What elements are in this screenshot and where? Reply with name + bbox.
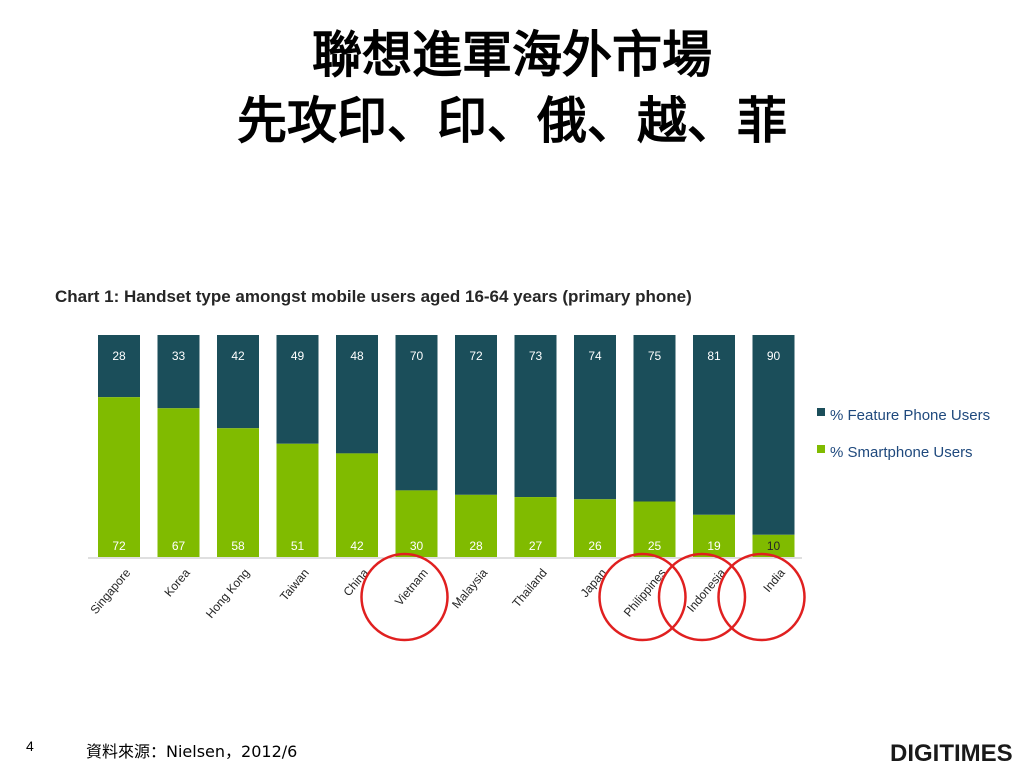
legend: % Feature Phone Users % Smartphone Users — [817, 407, 990, 461]
value-label-feature-korea: 33 — [172, 349, 186, 363]
category-label-korea: Korea — [161, 566, 193, 600]
bars-group: 28 72 33 67 42 58 49 51 48 42 70 30 72 28 73 27 74 26 75 25… — [98, 335, 795, 557]
value-label-smartphone-indonesia: 19 — [707, 539, 721, 553]
slide-title: 聯想進軍海外市場 先攻印、印、俄、越、菲 — [0, 22, 1024, 154]
bar-feature-china — [336, 335, 378, 454]
value-label-feature-indonesia: 81 — [707, 349, 721, 363]
bar-feature-indonesia — [693, 335, 735, 515]
value-label-feature-india: 90 — [767, 349, 781, 363]
bar-smartphone-japan — [574, 499, 616, 557]
bar-feature-malaysia — [455, 335, 497, 495]
bar-feature-japan — [574, 335, 616, 500]
bar-feature-philippines — [633, 335, 676, 502]
legend-label-feature: % Feature Phone Users — [830, 407, 990, 424]
bar-smartphone-indonesia — [693, 514, 735, 557]
value-label-feature-singapore: 28 — [112, 349, 126, 363]
value-label-smartphone-taiwan: 51 — [291, 539, 305, 553]
category-label-malaysia: Malaysia — [449, 566, 490, 612]
slide-title-line2: 先攻印、印、俄、越、菲 — [237, 91, 787, 150]
value-label-smartphone-malaysia: 28 — [469, 539, 483, 553]
category-label-taiwan: Taiwan — [277, 566, 312, 604]
bar-smartphone-thailand — [514, 497, 557, 557]
value-label-smartphone-philippines: 25 — [648, 539, 662, 553]
chart-title: Chart 1: Handset type amongst mobile use… — [55, 287, 692, 306]
value-label-smartphone-vietnam: 30 — [410, 539, 424, 553]
digitimes-logo: DIGITIMES — [890, 740, 1013, 767]
category-label-vietnam: Vietnam — [392, 566, 431, 609]
value-label-feature-china: 48 — [350, 349, 364, 363]
highlight-circle-philippines — [598, 552, 687, 642]
value-label-feature-japan: 74 — [588, 349, 602, 363]
category-label-india: India — [760, 566, 788, 595]
bar-feature-vietnam — [395, 335, 438, 491]
bar-feature-india — [752, 335, 795, 535]
value-label-feature-vietnam: 70 — [410, 349, 424, 363]
bar-feature-taiwan — [276, 335, 319, 444]
bar-smartphone-taiwan — [276, 443, 319, 557]
category-label-singapore: Singapore — [87, 566, 133, 617]
legend-swatch-feature — [817, 408, 825, 416]
bar-smartphone-hong-kong — [217, 428, 259, 557]
page-number: 4 — [26, 738, 34, 754]
legend-label-smartphone: % Smartphone Users — [830, 444, 973, 461]
bar-smartphone-korea — [157, 408, 200, 557]
bar-smartphone-singapore — [98, 397, 140, 557]
bar-smartphone-malaysia — [455, 494, 497, 557]
bar-feature-thailand — [514, 335, 557, 498]
value-label-feature-hong-kong: 42 — [231, 349, 245, 363]
value-label-smartphone-singapore: 72 — [112, 539, 126, 553]
source-note: 資料來源：Nielsen，2012/6 — [86, 742, 298, 761]
bar-feature-singapore — [98, 335, 140, 398]
highlight-circle-indonesia — [657, 552, 747, 642]
bar-smartphone-philippines — [633, 501, 676, 557]
highlight-circle-india — [717, 552, 806, 642]
value-label-smartphone-thailand: 27 — [529, 539, 543, 553]
value-label-feature-philippines: 75 — [648, 349, 662, 363]
highlight-circles — [360, 552, 806, 642]
bar-smartphone-vietnam — [395, 490, 438, 557]
bar-feature-hong-kong — [217, 335, 259, 429]
value-label-smartphone-korea: 67 — [172, 539, 186, 553]
highlight-circle-vietnam — [360, 552, 449, 642]
slide-title-line1: 聯想進軍海外市場 — [312, 25, 712, 84]
category-label-japan: Japan — [578, 566, 610, 600]
bar-smartphone-china — [336, 453, 378, 557]
value-label-smartphone-china: 42 — [350, 539, 364, 553]
legend-swatch-smartphone — [817, 445, 825, 453]
bar-feature-korea — [157, 335, 200, 409]
value-label-smartphone-japan: 26 — [588, 539, 602, 553]
category-label-china: China — [340, 566, 371, 599]
bar-smartphone-india — [752, 534, 795, 557]
category-label-thailand: Thailand — [509, 566, 549, 610]
category-label-hong-kong: Hong Kong — [203, 566, 252, 621]
category-label-indonesia: Indonesia — [684, 566, 728, 615]
value-label-feature-malaysia: 72 — [469, 349, 483, 363]
value-label-smartphone-india: 10 — [767, 539, 781, 553]
value-label-feature-taiwan: 49 — [291, 349, 305, 363]
value-label-smartphone-hong-kong: 58 — [231, 539, 245, 553]
value-label-feature-thailand: 73 — [529, 349, 543, 363]
